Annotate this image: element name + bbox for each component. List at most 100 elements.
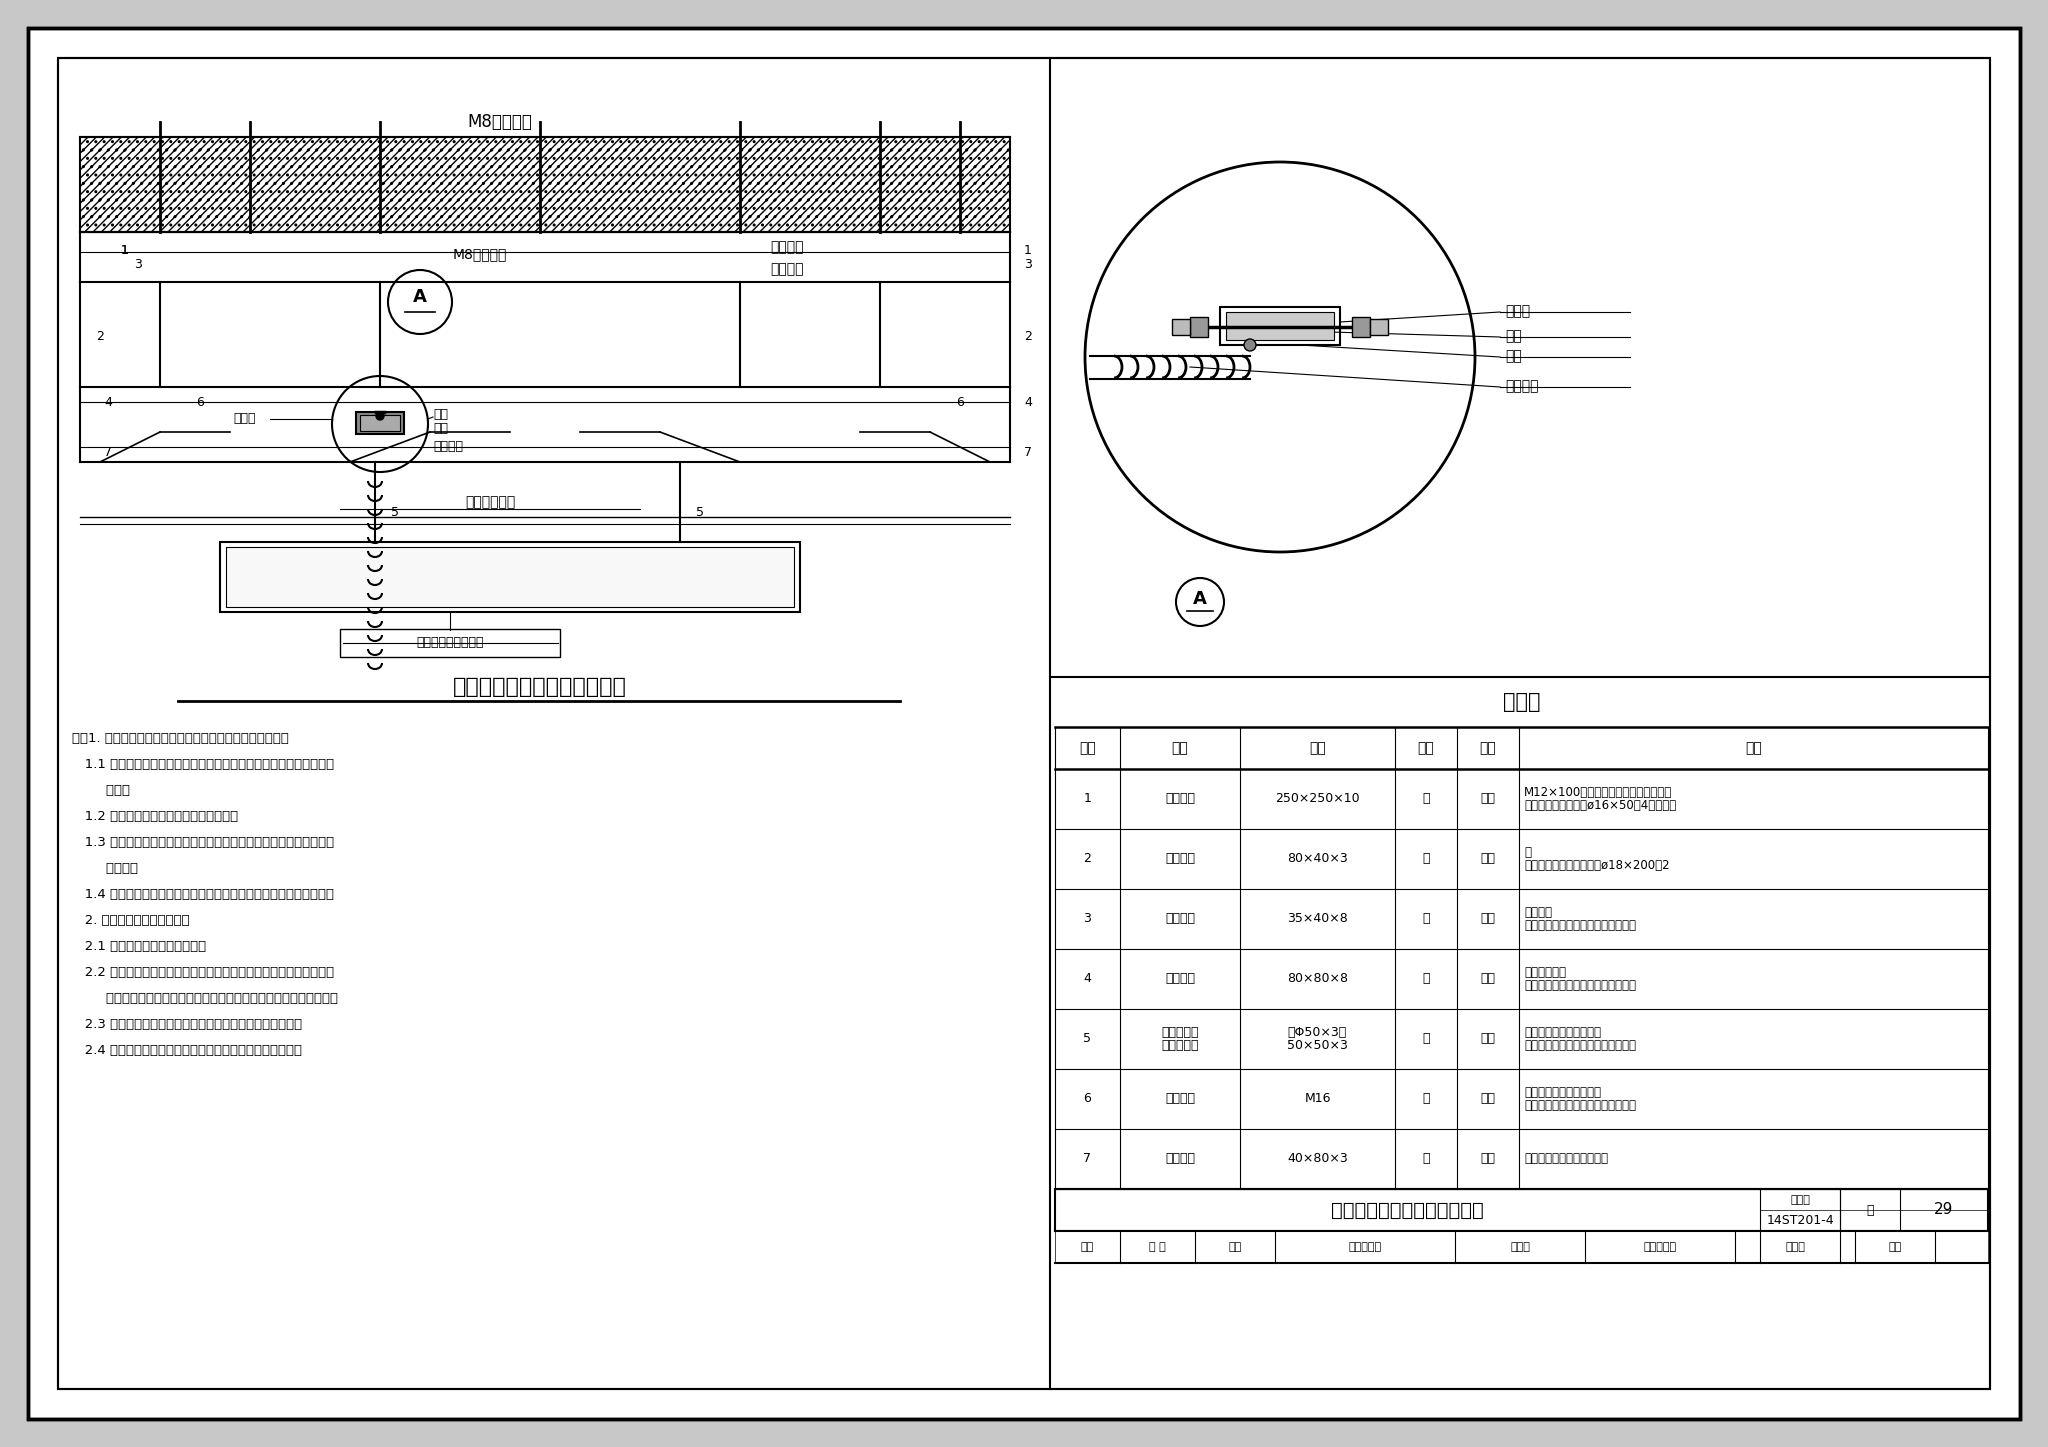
Text: 7: 7 bbox=[1024, 446, 1032, 459]
Text: 水平镀锌方钢与导向牌体间连接装饰: 水平镀锌方钢与导向牌体间连接装饰 bbox=[1524, 1039, 1636, 1052]
Text: 要求。: 要求。 bbox=[72, 784, 129, 797]
Text: 按需: 按需 bbox=[1481, 852, 1495, 865]
Text: 镀锌方钢: 镀锌方钢 bbox=[1165, 852, 1194, 865]
Text: 设计周亚朋: 设计周亚朋 bbox=[1642, 1242, 1677, 1252]
Text: 按需: 按需 bbox=[1481, 913, 1495, 926]
Text: 能侵限。: 能侵限。 bbox=[72, 862, 137, 875]
Text: 4: 4 bbox=[1024, 395, 1032, 408]
Text: 6: 6 bbox=[197, 395, 205, 408]
FancyBboxPatch shape bbox=[1352, 317, 1370, 337]
Bar bbox=[219, 543, 801, 612]
Text: 不锈钢方管: 不锈钢方管 bbox=[1161, 1039, 1198, 1052]
Text: 2.1 牌体版面应符合设计要求。: 2.1 牌体版面应符合设计要求。 bbox=[72, 941, 207, 954]
Text: 结构顶板: 结构顶板 bbox=[770, 240, 803, 255]
Bar bbox=[1221, 307, 1339, 344]
Text: 镀锌钢板: 镀锌钢板 bbox=[1165, 913, 1194, 926]
Text: 7: 7 bbox=[104, 446, 113, 459]
Text: M8膨胀螺栓: M8膨胀螺栓 bbox=[467, 113, 532, 132]
Text: 1.3 站台层靠近轨旁的预埋件支架安装应满足区间设备限界要求，不: 1.3 站台层靠近轨旁的预埋件支架安装应满足区间设备限界要求，不 bbox=[72, 836, 334, 849]
Text: 1.1 焊接材料的品种、规格、性能等应符合现行国家产品标准和设计: 1.1 焊接材料的品种、规格、性能等应符合现行国家产品标准和设计 bbox=[72, 758, 334, 771]
Text: 6: 6 bbox=[956, 395, 965, 408]
Text: 护口: 护口 bbox=[1505, 328, 1522, 343]
Text: 名称: 名称 bbox=[1171, 741, 1188, 755]
Text: 2.3 牌体安装位置、安装高度、加固方式应符合设计要求。: 2.3 牌体安装位置、安装高度、加固方式应符合设计要求。 bbox=[72, 1019, 303, 1032]
Text: 个: 个 bbox=[1524, 846, 1532, 860]
Text: 校对蔡晓蕾: 校对蔡晓蕾 bbox=[1348, 1242, 1382, 1252]
Bar bbox=[225, 547, 795, 606]
Text: 页: 页 bbox=[1866, 1204, 1874, 1217]
Bar bbox=[80, 137, 1010, 232]
Text: 规格: 规格 bbox=[1309, 741, 1325, 755]
Circle shape bbox=[1243, 339, 1255, 352]
Text: 孑条: 孑条 bbox=[1229, 1242, 1241, 1252]
Text: 周亚朋: 周亚朋 bbox=[1786, 1242, 1804, 1252]
Text: 2: 2 bbox=[96, 330, 104, 343]
Text: 根: 根 bbox=[1421, 852, 1430, 865]
Text: 金属软管: 金属软管 bbox=[1505, 379, 1538, 394]
Text: 250×250×10: 250×250×10 bbox=[1276, 793, 1360, 806]
Text: 根: 根 bbox=[1421, 1033, 1430, 1046]
FancyBboxPatch shape bbox=[1171, 318, 1190, 336]
Text: A: A bbox=[1194, 590, 1206, 608]
Text: 锁母: 锁母 bbox=[1505, 349, 1522, 363]
Text: 35×40×8: 35×40×8 bbox=[1286, 913, 1348, 926]
Text: 块: 块 bbox=[1421, 1152, 1430, 1165]
Text: 14ST201-4: 14ST201-4 bbox=[1765, 1214, 1833, 1227]
Text: 2: 2 bbox=[1083, 852, 1092, 865]
Text: 按需: 按需 bbox=[1481, 1033, 1495, 1046]
Text: 护口: 护口 bbox=[432, 408, 449, 421]
Text: （或圆管）: （或圆管） bbox=[1161, 1026, 1198, 1039]
Text: 审核: 审核 bbox=[1081, 1242, 1094, 1252]
Text: 装饰完成面层: 装饰完成面层 bbox=[465, 495, 516, 509]
Bar bbox=[356, 412, 403, 434]
Text: 3: 3 bbox=[1024, 258, 1032, 271]
Text: 4: 4 bbox=[1083, 972, 1092, 985]
Text: 1: 1 bbox=[1024, 243, 1032, 256]
Text: 材料表: 材料表 bbox=[1503, 692, 1540, 712]
Text: 金属导管: 金属导管 bbox=[770, 262, 803, 276]
Text: 5: 5 bbox=[696, 505, 705, 518]
Text: 每个钢板开长圆孔（ø16×50）4个，使用: 每个钢板开长圆孔（ø16×50）4个，使用 bbox=[1524, 799, 1675, 812]
Text: 蔡晓蕾: 蔡晓蕾 bbox=[1509, 1242, 1530, 1252]
Text: 金属软管: 金属软管 bbox=[432, 440, 463, 453]
Text: 见有源导向牌地线安装图。在熔断器和开关电源处应有警告标志。: 见有源导向牌地线安装图。在熔断器和开关电源处应有警告标志。 bbox=[72, 993, 338, 1006]
Text: 3: 3 bbox=[133, 258, 141, 271]
Text: 两侧安装使用双螺母锁紧: 两侧安装使用双螺母锁紧 bbox=[1524, 1087, 1602, 1100]
Text: 80×80×8: 80×80×8 bbox=[1286, 972, 1348, 985]
Text: 镀锌吊杆: 镀锌吊杆 bbox=[1165, 1092, 1194, 1106]
Text: 按需: 按需 bbox=[1481, 793, 1495, 806]
Text: （Φ50×3）: （Φ50×3） bbox=[1288, 1026, 1348, 1039]
Bar bbox=[1055, 1231, 1989, 1263]
FancyBboxPatch shape bbox=[1370, 318, 1389, 336]
Text: M8镀锌吊杆: M8镀锌吊杆 bbox=[453, 247, 508, 260]
Text: 3: 3 bbox=[1083, 913, 1092, 926]
Text: 1: 1 bbox=[121, 243, 129, 256]
Text: 吊挂式电光源导向牌: 吊挂式电光源导向牌 bbox=[416, 637, 483, 650]
Text: 2.2 带电牌体的保护接地端子应有明确标记并接地良好，接地做法参: 2.2 带电牌体的保护接地端子应有明确标记并接地良好，接地做法参 bbox=[72, 967, 334, 980]
Text: 注：1. 吊挂式导向牌体预埋件安装的质量应符合下列规定：: 注：1. 吊挂式导向牌体预埋件安装的质量应符合下列规定： bbox=[72, 732, 289, 745]
Text: 用不锈钢方管（或圆管）: 用不锈钢方管（或圆管） bbox=[1524, 1026, 1602, 1039]
Text: M16: M16 bbox=[1305, 1092, 1331, 1106]
Text: 导向牌体与预埋件连接用螺栓，上下: 导向牌体与预埋件连接用螺栓，上下 bbox=[1524, 1100, 1636, 1111]
Text: 7: 7 bbox=[1083, 1152, 1092, 1165]
Text: 50×50×3: 50×50×3 bbox=[1286, 1039, 1348, 1052]
Text: 按需: 按需 bbox=[1481, 1152, 1495, 1165]
Text: 绘图: 绘图 bbox=[1888, 1242, 1903, 1252]
Text: 29: 29 bbox=[1933, 1202, 1954, 1217]
Text: 6: 6 bbox=[1083, 1092, 1092, 1106]
Text: 镀锌钢板: 镀锌钢板 bbox=[1165, 793, 1194, 806]
Text: 吊挂式电光源导向牌体安装图: 吊挂式电光源导向牌体安装图 bbox=[1331, 1201, 1485, 1220]
Text: 按需: 按需 bbox=[1481, 1092, 1495, 1106]
Bar bbox=[1055, 1189, 1989, 1231]
FancyBboxPatch shape bbox=[1190, 317, 1208, 337]
Text: 2. 吊挂式电光源导向牌安装: 2. 吊挂式电光源导向牌安装 bbox=[72, 915, 190, 928]
Text: 于 鑫: 于 鑫 bbox=[1149, 1242, 1165, 1252]
Circle shape bbox=[377, 412, 385, 420]
Text: 锁母: 锁母 bbox=[432, 423, 449, 436]
Text: 2: 2 bbox=[1024, 330, 1032, 343]
Text: 单位: 单位 bbox=[1417, 741, 1434, 755]
Text: 根: 根 bbox=[1421, 1092, 1430, 1106]
Text: 块: 块 bbox=[1421, 793, 1430, 806]
Bar bbox=[1227, 313, 1333, 340]
Text: 按需: 按需 bbox=[1481, 972, 1495, 985]
